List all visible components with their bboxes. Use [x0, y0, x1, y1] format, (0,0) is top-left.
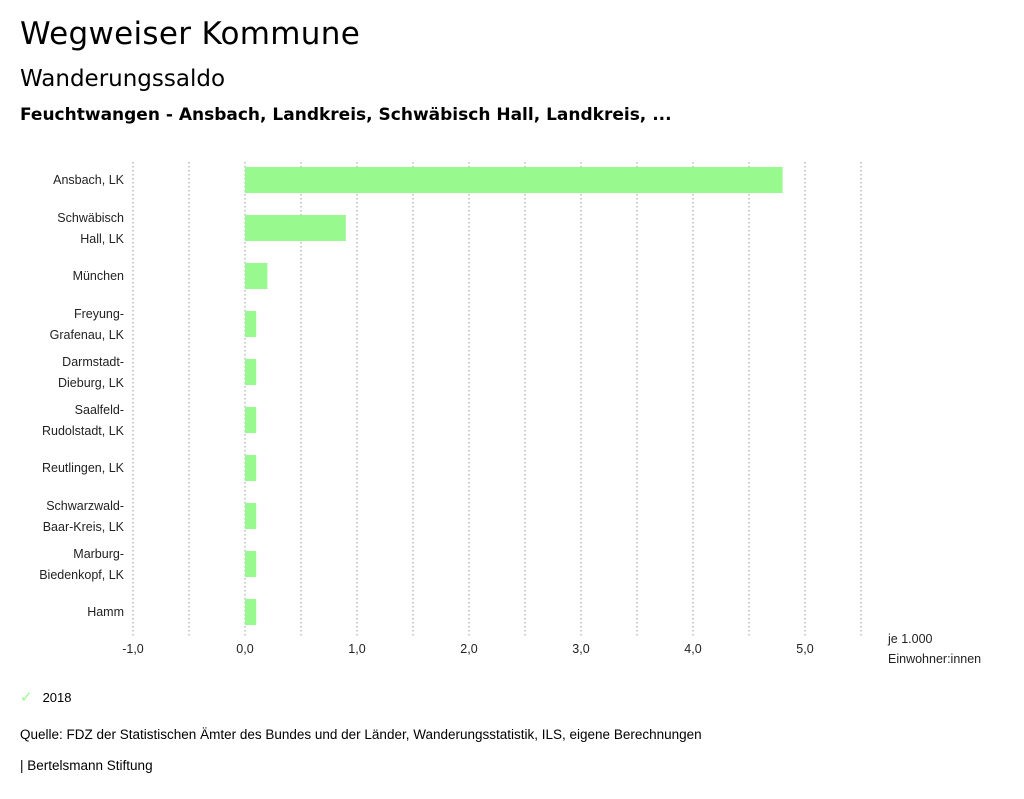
axis-unit-label: Einwohner:innen — [888, 652, 981, 666]
category-label: Marburg-Biedenkopf, LK — [39, 547, 124, 582]
category-label: Schwarzwald-Baar-Kreis, LK — [43, 499, 125, 534]
tick-label: 1,0 — [348, 642, 365, 656]
bar — [245, 503, 257, 529]
tick-label: 3,0 — [572, 642, 589, 656]
category-label: Ansbach, LK — [53, 173, 125, 187]
bar — [245, 359, 257, 385]
bar-chart: Ansbach, LK Schwäbisch Hall, LK München Frey… — [39, 162, 981, 666]
legend-label: 2018 — [42, 689, 72, 705]
chart-subtitle: Wanderungssaldo — [20, 66, 226, 92]
tick-label: 0,0 — [236, 642, 253, 656]
category-label: Freyung-Grafenau, LK — [50, 307, 125, 342]
category-label: Darmstadt-Dieburg, LK — [58, 355, 125, 390]
category-label: Schwäbisch Hall, LK — [57, 211, 124, 246]
category-label: Hamm — [87, 605, 124, 619]
bar — [245, 407, 257, 433]
tick-label: 5,0 — [796, 642, 813, 656]
category-label: Saalfeld-Rudolstadt, LK — [42, 403, 125, 438]
tick-label: 4,0 — [684, 642, 701, 656]
bar — [245, 167, 783, 193]
region-selection[interactable]: Feuchtwangen - Ansbach, Landkreis, Schwä… — [20, 105, 672, 125]
category-label: München — [73, 269, 124, 283]
bar — [245, 599, 257, 625]
tick-label: 2,0 — [460, 642, 477, 656]
page-title: Wegweiser Kommune — [20, 16, 361, 52]
checkmark-icon[interactable]: ✓ — [20, 688, 33, 706]
brand-note: | Bertelsmann Stiftung — [20, 758, 153, 773]
axis-unit-label: je 1.000 — [887, 632, 933, 646]
bar — [245, 455, 257, 481]
bar — [245, 263, 268, 289]
bar — [245, 551, 257, 577]
bar — [245, 311, 257, 337]
legend[interactable]: ✓ 2018 — [20, 688, 72, 706]
bar — [245, 215, 346, 241]
source-note: Quelle: FDZ der Statistischen Ämter des … — [20, 727, 702, 742]
category-label: Reutlingen, LK — [42, 461, 125, 475]
tick-label: -1,0 — [122, 642, 144, 656]
